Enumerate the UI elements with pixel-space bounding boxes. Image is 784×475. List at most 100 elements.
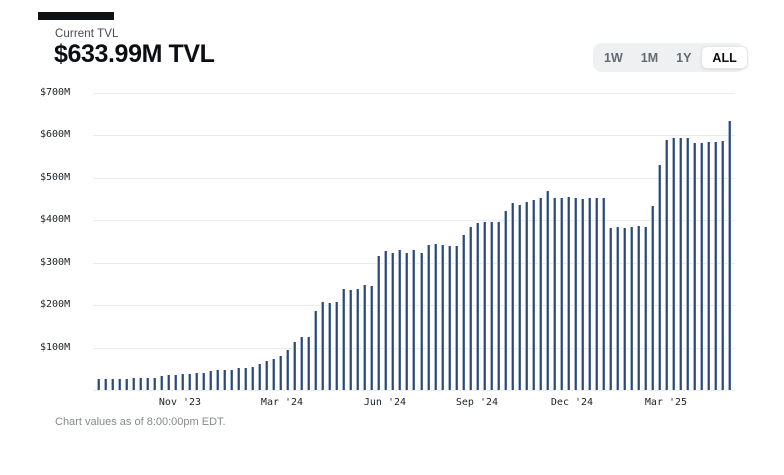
tvl-bar[interactable] bbox=[475, 223, 479, 390]
tvl-bar[interactable] bbox=[335, 301, 339, 390]
tvl-bar[interactable] bbox=[573, 197, 577, 390]
tvl-bar[interactable] bbox=[384, 251, 388, 390]
chart-plot-area[interactable] bbox=[93, 93, 735, 390]
tvl-bar[interactable] bbox=[601, 198, 605, 390]
y-axis-tick-label: $500M bbox=[40, 171, 71, 183]
tvl-bar[interactable] bbox=[370, 285, 374, 390]
tvl-bar[interactable] bbox=[405, 252, 409, 390]
tvl-bar[interactable] bbox=[321, 301, 325, 390]
tvl-bar[interactable] bbox=[629, 227, 633, 390]
tvl-bar[interactable] bbox=[615, 227, 619, 390]
tvl-bar[interactable] bbox=[657, 164, 661, 390]
tvl-bar[interactable] bbox=[97, 378, 100, 390]
tvl-bar[interactable] bbox=[531, 200, 535, 390]
tvl-bar[interactable] bbox=[139, 378, 143, 390]
tvl-bar[interactable] bbox=[454, 245, 458, 390]
tvl-bar[interactable] bbox=[272, 359, 276, 390]
tvl-bar[interactable] bbox=[426, 245, 430, 390]
tvl-bar[interactable] bbox=[559, 198, 563, 390]
tvl-bar[interactable] bbox=[671, 138, 675, 390]
tvl-bar[interactable] bbox=[685, 138, 689, 390]
tvl-bar[interactable] bbox=[692, 142, 696, 390]
tvl-bar[interactable] bbox=[447, 246, 451, 390]
tvl-bar[interactable] bbox=[216, 370, 220, 390]
tvl-bar[interactable] bbox=[720, 140, 724, 390]
tvl-bar[interactable] bbox=[713, 142, 717, 390]
y-axis-tick-label: $300M bbox=[40, 256, 71, 268]
tvl-bar[interactable] bbox=[286, 349, 290, 390]
tvl-bar[interactable] bbox=[489, 222, 493, 390]
tvl-bar[interactable] bbox=[258, 363, 262, 390]
tvl-bar[interactable] bbox=[363, 284, 367, 390]
tvl-bar[interactable] bbox=[580, 198, 584, 390]
range-button-1w[interactable]: 1W bbox=[596, 46, 631, 69]
tvl-bar[interactable] bbox=[300, 336, 304, 390]
tvl-bar[interactable] bbox=[468, 227, 472, 390]
range-button-1m[interactable]: 1M bbox=[633, 46, 666, 69]
tvl-bar[interactable] bbox=[636, 226, 640, 390]
tvl-bar[interactable] bbox=[496, 221, 500, 390]
tvl-bar[interactable] bbox=[132, 378, 136, 390]
y-axis-tick-label: $400M bbox=[40, 214, 71, 226]
tvl-bar[interactable] bbox=[377, 256, 381, 390]
tvl-bar[interactable] bbox=[111, 378, 115, 390]
tvl-bar[interactable] bbox=[160, 376, 164, 390]
tvl-bar[interactable] bbox=[279, 356, 283, 390]
tvl-bar[interactable] bbox=[503, 211, 507, 390]
tvl-bar[interactable] bbox=[510, 203, 514, 390]
tvl-bar[interactable] bbox=[678, 138, 682, 390]
tvl-bar[interactable] bbox=[174, 374, 178, 390]
tvl-bar[interactable] bbox=[594, 198, 598, 390]
tvl-bar[interactable] bbox=[552, 198, 556, 390]
tvl-bar[interactable] bbox=[202, 373, 206, 390]
tvl-bar[interactable] bbox=[104, 378, 107, 390]
tvl-bar[interactable] bbox=[608, 228, 612, 390]
range-button-1y[interactable]: 1Y bbox=[668, 46, 699, 69]
tvl-bar[interactable] bbox=[461, 234, 465, 390]
tvl-bar[interactable] bbox=[566, 197, 570, 390]
tvl-bar[interactable] bbox=[125, 378, 129, 390]
tvl-bar[interactable] bbox=[622, 227, 626, 390]
tvl-bar[interactable] bbox=[188, 373, 192, 390]
tvl-bar[interactable] bbox=[293, 342, 297, 390]
tvl-bar[interactable] bbox=[342, 289, 346, 390]
chart-footnote: Chart values as of 8:00:00pm EDT. bbox=[55, 416, 226, 428]
tvl-bar[interactable] bbox=[118, 378, 122, 390]
tvl-bar[interactable] bbox=[195, 373, 199, 390]
tvl-bar[interactable] bbox=[223, 370, 227, 390]
tvl-bar[interactable] bbox=[643, 227, 647, 390]
tvl-bar[interactable] bbox=[412, 250, 416, 390]
tvl-bar[interactable] bbox=[727, 121, 731, 390]
tvl-bar[interactable] bbox=[153, 377, 157, 390]
tvl-bar[interactable] bbox=[706, 142, 710, 390]
tvl-bar[interactable] bbox=[251, 366, 255, 390]
range-button-all[interactable]: ALL bbox=[701, 46, 748, 69]
tvl-bar[interactable] bbox=[356, 289, 360, 390]
tvl-bar[interactable] bbox=[699, 142, 703, 390]
tvl-bar[interactable] bbox=[237, 367, 241, 390]
tvl-bar[interactable] bbox=[524, 202, 528, 390]
tvl-bar[interactable] bbox=[391, 252, 395, 390]
tvl-bar[interactable] bbox=[398, 250, 402, 390]
tvl-bar[interactable] bbox=[181, 374, 185, 390]
tvl-bar[interactable] bbox=[328, 302, 332, 390]
tvl-bar[interactable] bbox=[307, 336, 311, 390]
tvl-bar[interactable] bbox=[538, 198, 542, 390]
tvl-bar[interactable] bbox=[664, 139, 668, 390]
tvl-bar[interactable] bbox=[517, 205, 521, 390]
tvl-bar[interactable] bbox=[433, 244, 437, 390]
tvl-bar[interactable] bbox=[349, 290, 353, 390]
tvl-bar[interactable] bbox=[482, 222, 486, 390]
tvl-bar[interactable] bbox=[146, 378, 150, 390]
tvl-bar[interactable] bbox=[314, 310, 318, 390]
tvl-bar[interactable] bbox=[167, 375, 171, 390]
tvl-bar[interactable] bbox=[650, 206, 654, 390]
tvl-bar[interactable] bbox=[587, 198, 591, 390]
tvl-bar[interactable] bbox=[440, 245, 444, 390]
tvl-bar[interactable] bbox=[244, 367, 248, 390]
tvl-bar[interactable] bbox=[230, 369, 234, 390]
tvl-bar[interactable] bbox=[419, 253, 423, 390]
tvl-bar[interactable] bbox=[209, 370, 213, 390]
tvl-bar[interactable] bbox=[265, 361, 269, 390]
tvl-bar[interactable] bbox=[545, 191, 549, 390]
